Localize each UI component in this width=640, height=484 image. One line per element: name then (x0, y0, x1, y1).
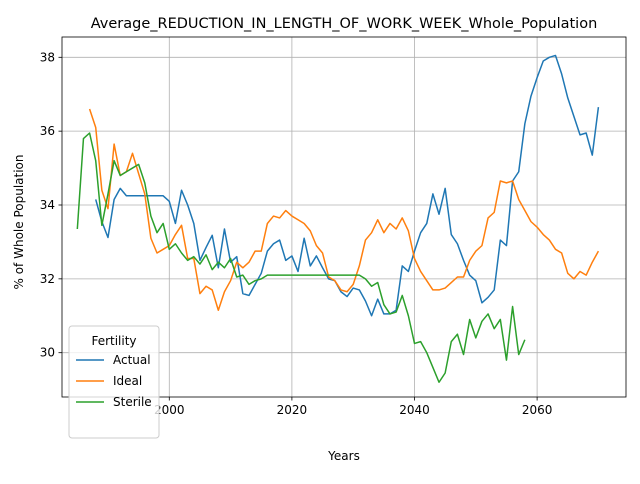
axes-frame (61, 36, 627, 398)
y-axis-label: % of Whole Population (12, 155, 26, 290)
y-tick-label: 36 (40, 124, 55, 138)
legend-frame (68, 325, 160, 439)
series-line-sterile (76, 132, 526, 383)
y-tick-label: 38 (40, 50, 55, 64)
series-line-actual (94, 54, 600, 317)
y-tick-label: 30 (40, 346, 55, 360)
x-axis-label: Years (327, 449, 360, 463)
x-tick-label: 2060 (522, 403, 553, 417)
x-tick-label: 2040 (399, 403, 430, 417)
y-tick-label: 32 (40, 272, 55, 286)
legend-title: Fertility (91, 334, 136, 348)
legend-label-actual: Actual (113, 353, 151, 367)
chart-title: Average_REDUCTION_IN_LENGTH_OF_WORK_WEEK… (91, 16, 598, 32)
plot-area: 2000 2020 2040 2060 30 32 34 36 38 (40, 36, 627, 417)
x-tick-label: 2000 (154, 403, 185, 417)
legend: Fertility Actual Ideal Sterile (68, 325, 160, 439)
x-tick-label: 2020 (277, 403, 308, 417)
series-line-ideal (88, 108, 600, 311)
legend-label-sterile: Sterile (113, 395, 152, 409)
y-tick-label: 34 (40, 198, 55, 212)
legend-label-ideal: Ideal (113, 374, 142, 388)
legend-items: Actual Ideal Sterile (76, 353, 152, 409)
